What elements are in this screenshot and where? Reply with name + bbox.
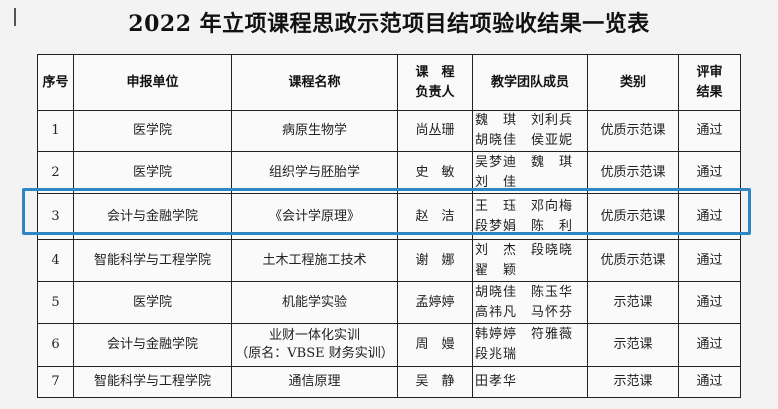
team-member: 吴梦迪 bbox=[475, 154, 518, 170]
page-margin-mark bbox=[14, 8, 16, 26]
highlight-box bbox=[22, 188, 751, 235]
row-result: 通过 bbox=[678, 323, 741, 367]
row-result: 通过 bbox=[678, 281, 741, 324]
team-member: 陈 利 bbox=[531, 218, 574, 234]
team-member: 胡晓佳 bbox=[475, 284, 518, 300]
row-unit: 医学院 bbox=[73, 281, 232, 324]
row-type: 示范课 bbox=[587, 281, 679, 324]
header-lead: 课 程 负责人 bbox=[397, 54, 473, 111]
row-no: 2 bbox=[37, 151, 74, 194]
team-member: 马怀芬 bbox=[531, 304, 574, 320]
row-type: 优质示范课 bbox=[587, 151, 679, 194]
row-no: 4 bbox=[37, 239, 74, 282]
row-type: 优质示范课 bbox=[587, 239, 679, 282]
team-member: 魏 琪 bbox=[475, 113, 518, 128]
table-row: 6 会计与金融学院 业财一体化实训 （原名：VBSE 财务实训）周 嫚韩婷婷 符雅薇段… bbox=[37, 323, 741, 367]
row-unit: 医学院 bbox=[73, 110, 232, 152]
row-type: 示范课 bbox=[587, 366, 679, 398]
team-member bbox=[531, 372, 587, 392]
row-team: 田孝华 bbox=[472, 366, 588, 398]
team-member: 刘 杰 bbox=[475, 242, 518, 258]
team-member: 陈玉华 bbox=[531, 284, 574, 300]
team-member: 翟 颖 bbox=[475, 262, 518, 278]
row-lead: 史 敏 bbox=[397, 151, 473, 194]
row-type: 示范课 bbox=[587, 323, 679, 367]
team-member: 段兆瑞 bbox=[475, 347, 518, 362]
row-team: 韩婷婷 符雅薇 段兆瑞 bbox=[472, 323, 588, 367]
row-unit: 医学院 bbox=[73, 151, 232, 194]
row-unit: 智能科学与工程学院 bbox=[73, 239, 232, 282]
row-lead: 谢 娜 bbox=[397, 239, 473, 282]
team-member: 段梦娟 bbox=[475, 218, 518, 234]
team-member: 高祎凡 bbox=[475, 304, 518, 320]
row-unit: 会计与金融学院 bbox=[73, 323, 232, 367]
row-result: 通过 bbox=[678, 239, 741, 282]
row-result: 通过 bbox=[678, 366, 741, 398]
team-member: 段晓晓 bbox=[531, 242, 574, 258]
row-lead: 吴 静 bbox=[397, 366, 473, 398]
table-row: 4 智能科学与工程学院 土木工程施工技术谢 娜刘 杰段晓晓翟 颖优质示范课 通过 bbox=[37, 239, 741, 282]
team-member bbox=[531, 261, 587, 281]
header-row: 序号 申报单位 课程名称 课 程 负责人 教学团队成员 类别 评审 结果 bbox=[37, 54, 741, 111]
row-lead: 孟婷婷 bbox=[397, 281, 473, 324]
team-member: 韩婷婷 bbox=[475, 327, 518, 342]
team-member: 刘利兵 bbox=[531, 113, 574, 128]
row-no: 6 bbox=[37, 323, 74, 367]
row-course: 机能学实验 bbox=[231, 281, 398, 324]
header-course: 课程名称 bbox=[231, 54, 398, 111]
table-row: 5 医学院 机能学实验 孟婷婷 胡晓佳 陈玉华 高祎凡 马怀芬 示范课 通过 bbox=[37, 281, 741, 324]
row-lead: 尚丛珊 bbox=[397, 110, 473, 152]
row-course: 土木工程施工技术 bbox=[231, 239, 398, 282]
header-unit: 申报单位 bbox=[73, 54, 232, 111]
row-result: 通过 bbox=[678, 110, 741, 152]
team-member: 胡晓佳 bbox=[475, 133, 518, 148]
team-member: 邓向梅 bbox=[531, 198, 574, 214]
row-team: 刘 杰段晓晓翟 颖 bbox=[472, 239, 588, 282]
team-member: 王 珏 bbox=[475, 198, 518, 214]
team-member: 田孝华 bbox=[475, 374, 518, 389]
team-member: 符雅薇 bbox=[531, 327, 574, 342]
page-title: 2022 年立项课程思政示范项目结项验收结果一览表 bbox=[128, 11, 650, 37]
row-course: 组织学与胚胎学 bbox=[231, 151, 398, 194]
team-member: 刘 佳 bbox=[475, 174, 518, 190]
row-course: 病原生物学 bbox=[231, 110, 398, 152]
row-team: 魏 琪刘利兵 胡晓佳 侯亚妮 bbox=[472, 110, 588, 152]
team-member: 魏 琪 bbox=[531, 154, 574, 170]
header-type: 类别 bbox=[587, 54, 679, 111]
row-unit: 智能科学与工程学院 bbox=[73, 366, 232, 398]
row-no: 1 bbox=[37, 110, 74, 152]
header-no: 序号 bbox=[37, 54, 74, 111]
row-no: 7 bbox=[37, 366, 74, 398]
row-lead: 周 嫚 bbox=[397, 323, 473, 367]
row-no: 5 bbox=[37, 281, 74, 324]
row-type: 优质示范课 bbox=[587, 110, 679, 152]
table-row: 1 医学院 病原生物学 尚丛珊魏 琪刘利兵 胡晓佳 侯亚妮 优质示范课 通过 bbox=[37, 110, 741, 152]
team-member bbox=[531, 345, 587, 365]
team-member: 侯亚妮 bbox=[531, 133, 574, 148]
row-course: 通信原理 bbox=[231, 366, 398, 398]
table-row: 7 智能科学与工程学院 通信原理吴 静田孝华 示范课 通过 bbox=[37, 366, 741, 398]
row-team: 胡晓佳 陈玉华 高祎凡 马怀芬 bbox=[472, 281, 588, 324]
row-course: 业财一体化实训 （原名：VBSE 财务实训） bbox=[231, 323, 398, 367]
header-team: 教学团队成员 bbox=[472, 54, 588, 111]
header-result: 评审 结果 bbox=[678, 54, 741, 111]
